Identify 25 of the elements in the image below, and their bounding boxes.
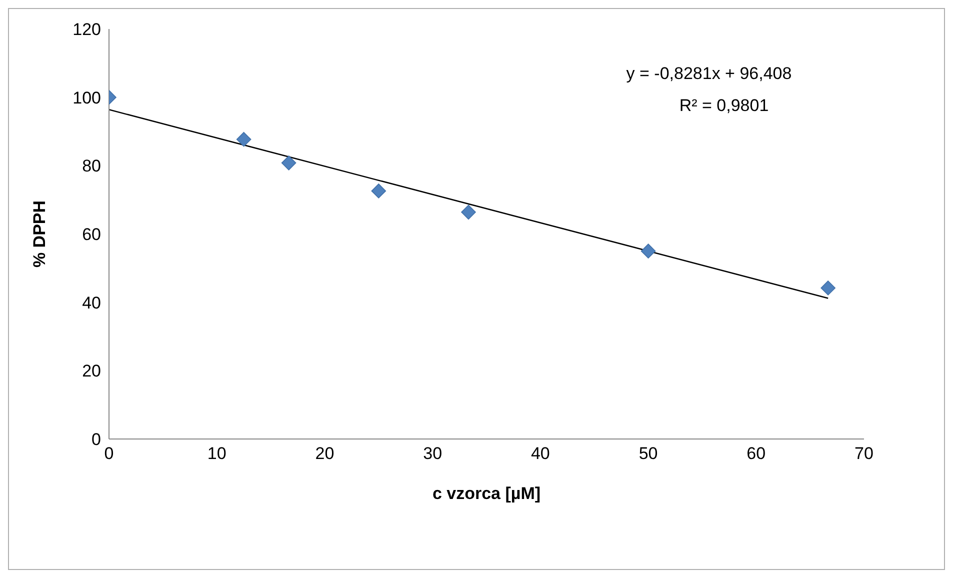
point bbox=[820, 280, 836, 296]
x-axis-title: c vzorca [µM] bbox=[432, 484, 541, 503]
annotation: y = -0,8281x + 96,408 bbox=[626, 64, 792, 83]
point bbox=[371, 184, 386, 198]
x-tick-label: 40 bbox=[530, 444, 550, 464]
y-axis-title: % DPPH bbox=[30, 200, 50, 268]
point bbox=[640, 244, 656, 258]
x-tick-label: 70 bbox=[854, 444, 874, 464]
y-tick-label: 40 bbox=[82, 293, 101, 312]
y-tick-label: 80 bbox=[82, 156, 101, 176]
x-tick-label: 50 bbox=[638, 444, 658, 464]
x-tick-label: 10 bbox=[207, 444, 226, 464]
y-tick-label: 0 bbox=[92, 430, 101, 450]
x-tick-label: 20 bbox=[315, 444, 334, 464]
annotation: R² = 0,9801 bbox=[679, 96, 769, 115]
y-tick-label: 100 bbox=[72, 88, 101, 108]
x-tick-label: 30 bbox=[423, 444, 442, 464]
x-tick-label: 60 bbox=[746, 444, 766, 464]
y-tick-label: 120 bbox=[72, 20, 101, 40]
x-tick-label: 0 bbox=[104, 444, 114, 464]
y-tick-label: 20 bbox=[82, 362, 101, 381]
point bbox=[236, 132, 252, 147]
point bbox=[461, 204, 476, 220]
point bbox=[281, 156, 296, 170]
y-tick-label: 60 bbox=[82, 225, 101, 244]
